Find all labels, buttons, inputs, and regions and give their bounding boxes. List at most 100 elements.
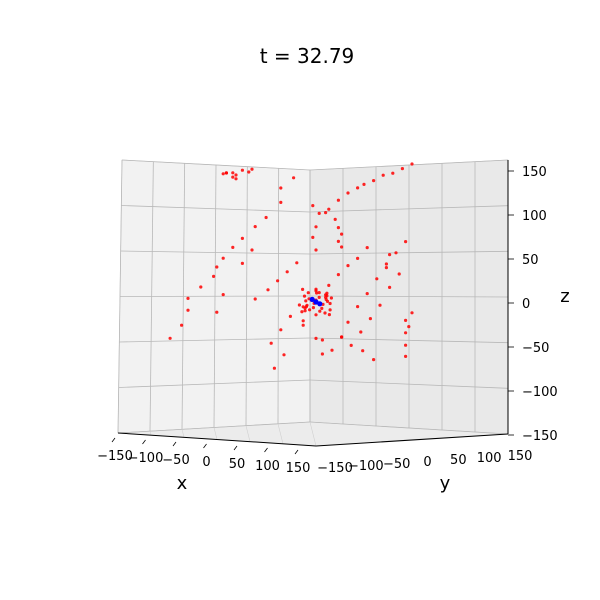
x-tick-label: 50 xyxy=(229,457,246,472)
particle-point xyxy=(372,358,376,362)
z-tick-label: 150 xyxy=(522,165,547,180)
particle-point xyxy=(221,293,225,297)
scatter-points xyxy=(168,162,414,370)
particle-point xyxy=(212,274,216,278)
particle-point xyxy=(247,170,251,174)
particle-point xyxy=(304,299,308,303)
particle-point xyxy=(333,217,337,221)
particle-point xyxy=(368,317,372,321)
x-axis-label: x xyxy=(177,473,188,494)
z-tick-label: −150 xyxy=(522,429,558,444)
particle-point xyxy=(400,167,404,171)
particle-point xyxy=(404,240,408,244)
z-tick-label: −100 xyxy=(522,385,558,400)
particle-point xyxy=(240,236,244,240)
particle-point xyxy=(292,176,296,180)
particle-point xyxy=(330,348,334,352)
particle-point xyxy=(282,353,286,357)
particle-point xyxy=(356,305,360,309)
particle-point xyxy=(375,277,379,281)
particle-point xyxy=(317,295,321,299)
z-tick-label: −50 xyxy=(522,341,549,356)
particle-point xyxy=(186,296,190,300)
particle-point xyxy=(325,299,330,303)
particle-point xyxy=(365,292,369,296)
particle-point xyxy=(221,172,225,176)
particle-point xyxy=(300,310,304,314)
particle-point xyxy=(311,306,315,310)
chart-title: t = 32.79 xyxy=(260,44,355,68)
grid-lines xyxy=(117,159,509,447)
particle-point xyxy=(234,177,238,181)
particle-point xyxy=(325,291,329,295)
floor-gridline xyxy=(245,425,251,442)
particle-point xyxy=(378,303,382,307)
particle-point xyxy=(234,173,238,177)
z-tick-label: 100 xyxy=(522,209,547,224)
particle-point xyxy=(407,325,411,329)
particle-point xyxy=(356,186,360,190)
floor-gridline xyxy=(213,427,218,440)
particle-point xyxy=(384,262,388,266)
x-gridline xyxy=(277,168,280,424)
particle-point xyxy=(301,323,305,327)
particle-point xyxy=(303,309,307,313)
y-tick-label: 50 xyxy=(450,453,467,468)
x-tick-label: −150 xyxy=(97,449,133,464)
x-tick-label: 0 xyxy=(202,455,210,470)
x-tick-label: −100 xyxy=(128,451,164,466)
particle-point xyxy=(410,162,414,166)
y-axis-line xyxy=(315,433,509,447)
particle-point xyxy=(359,330,363,334)
tick-labels: −150−100−50 0 50 100 150 −150−100 −50 0 50 100 150… xyxy=(97,165,558,476)
particle-point xyxy=(199,285,203,289)
x-tick-mark xyxy=(264,447,268,453)
particle-point xyxy=(328,308,332,312)
particle-point xyxy=(317,211,321,215)
particle-point xyxy=(356,256,360,260)
particle-point xyxy=(297,303,301,307)
particle-point xyxy=(269,341,273,345)
particle-point xyxy=(317,291,321,295)
particle-point xyxy=(276,279,280,283)
particle-point xyxy=(404,318,408,322)
particle-point xyxy=(320,352,324,356)
particle-point xyxy=(388,285,392,289)
z-gridline xyxy=(121,159,311,171)
particle-point xyxy=(318,309,322,313)
y-tick-label: −50 xyxy=(383,457,410,472)
particle-point xyxy=(336,226,340,230)
particle-point xyxy=(327,283,331,287)
z-tick-label: 0 xyxy=(522,297,530,312)
particle-point xyxy=(224,171,228,175)
particle-point xyxy=(250,248,254,252)
particle-point xyxy=(323,311,327,315)
particle-point xyxy=(324,211,328,215)
floor-gridline xyxy=(149,431,152,436)
particle-point xyxy=(215,310,219,314)
particle-point xyxy=(301,319,305,323)
particle-point xyxy=(327,207,331,211)
particle-point xyxy=(362,182,366,186)
particle-point xyxy=(361,349,365,353)
particle-point xyxy=(314,287,318,291)
particle-point xyxy=(381,173,385,177)
particle-point xyxy=(279,328,283,332)
particle-point xyxy=(346,320,350,324)
particle-point xyxy=(250,167,254,171)
particle-point xyxy=(221,256,225,260)
y-tick-label: 0 xyxy=(423,455,431,470)
particle-point xyxy=(279,186,283,190)
z-gridline xyxy=(309,159,509,171)
y-tick-label: 100 xyxy=(477,451,502,466)
x-tick-label: 100 xyxy=(255,459,280,474)
particle-point xyxy=(346,191,350,195)
particle-point xyxy=(340,245,344,249)
particle-point xyxy=(336,198,340,202)
particle-point xyxy=(301,287,305,291)
x-tick-mark xyxy=(142,439,146,445)
core-point xyxy=(317,301,323,307)
particle-point xyxy=(336,239,340,243)
y-axis-label: y xyxy=(440,473,451,494)
